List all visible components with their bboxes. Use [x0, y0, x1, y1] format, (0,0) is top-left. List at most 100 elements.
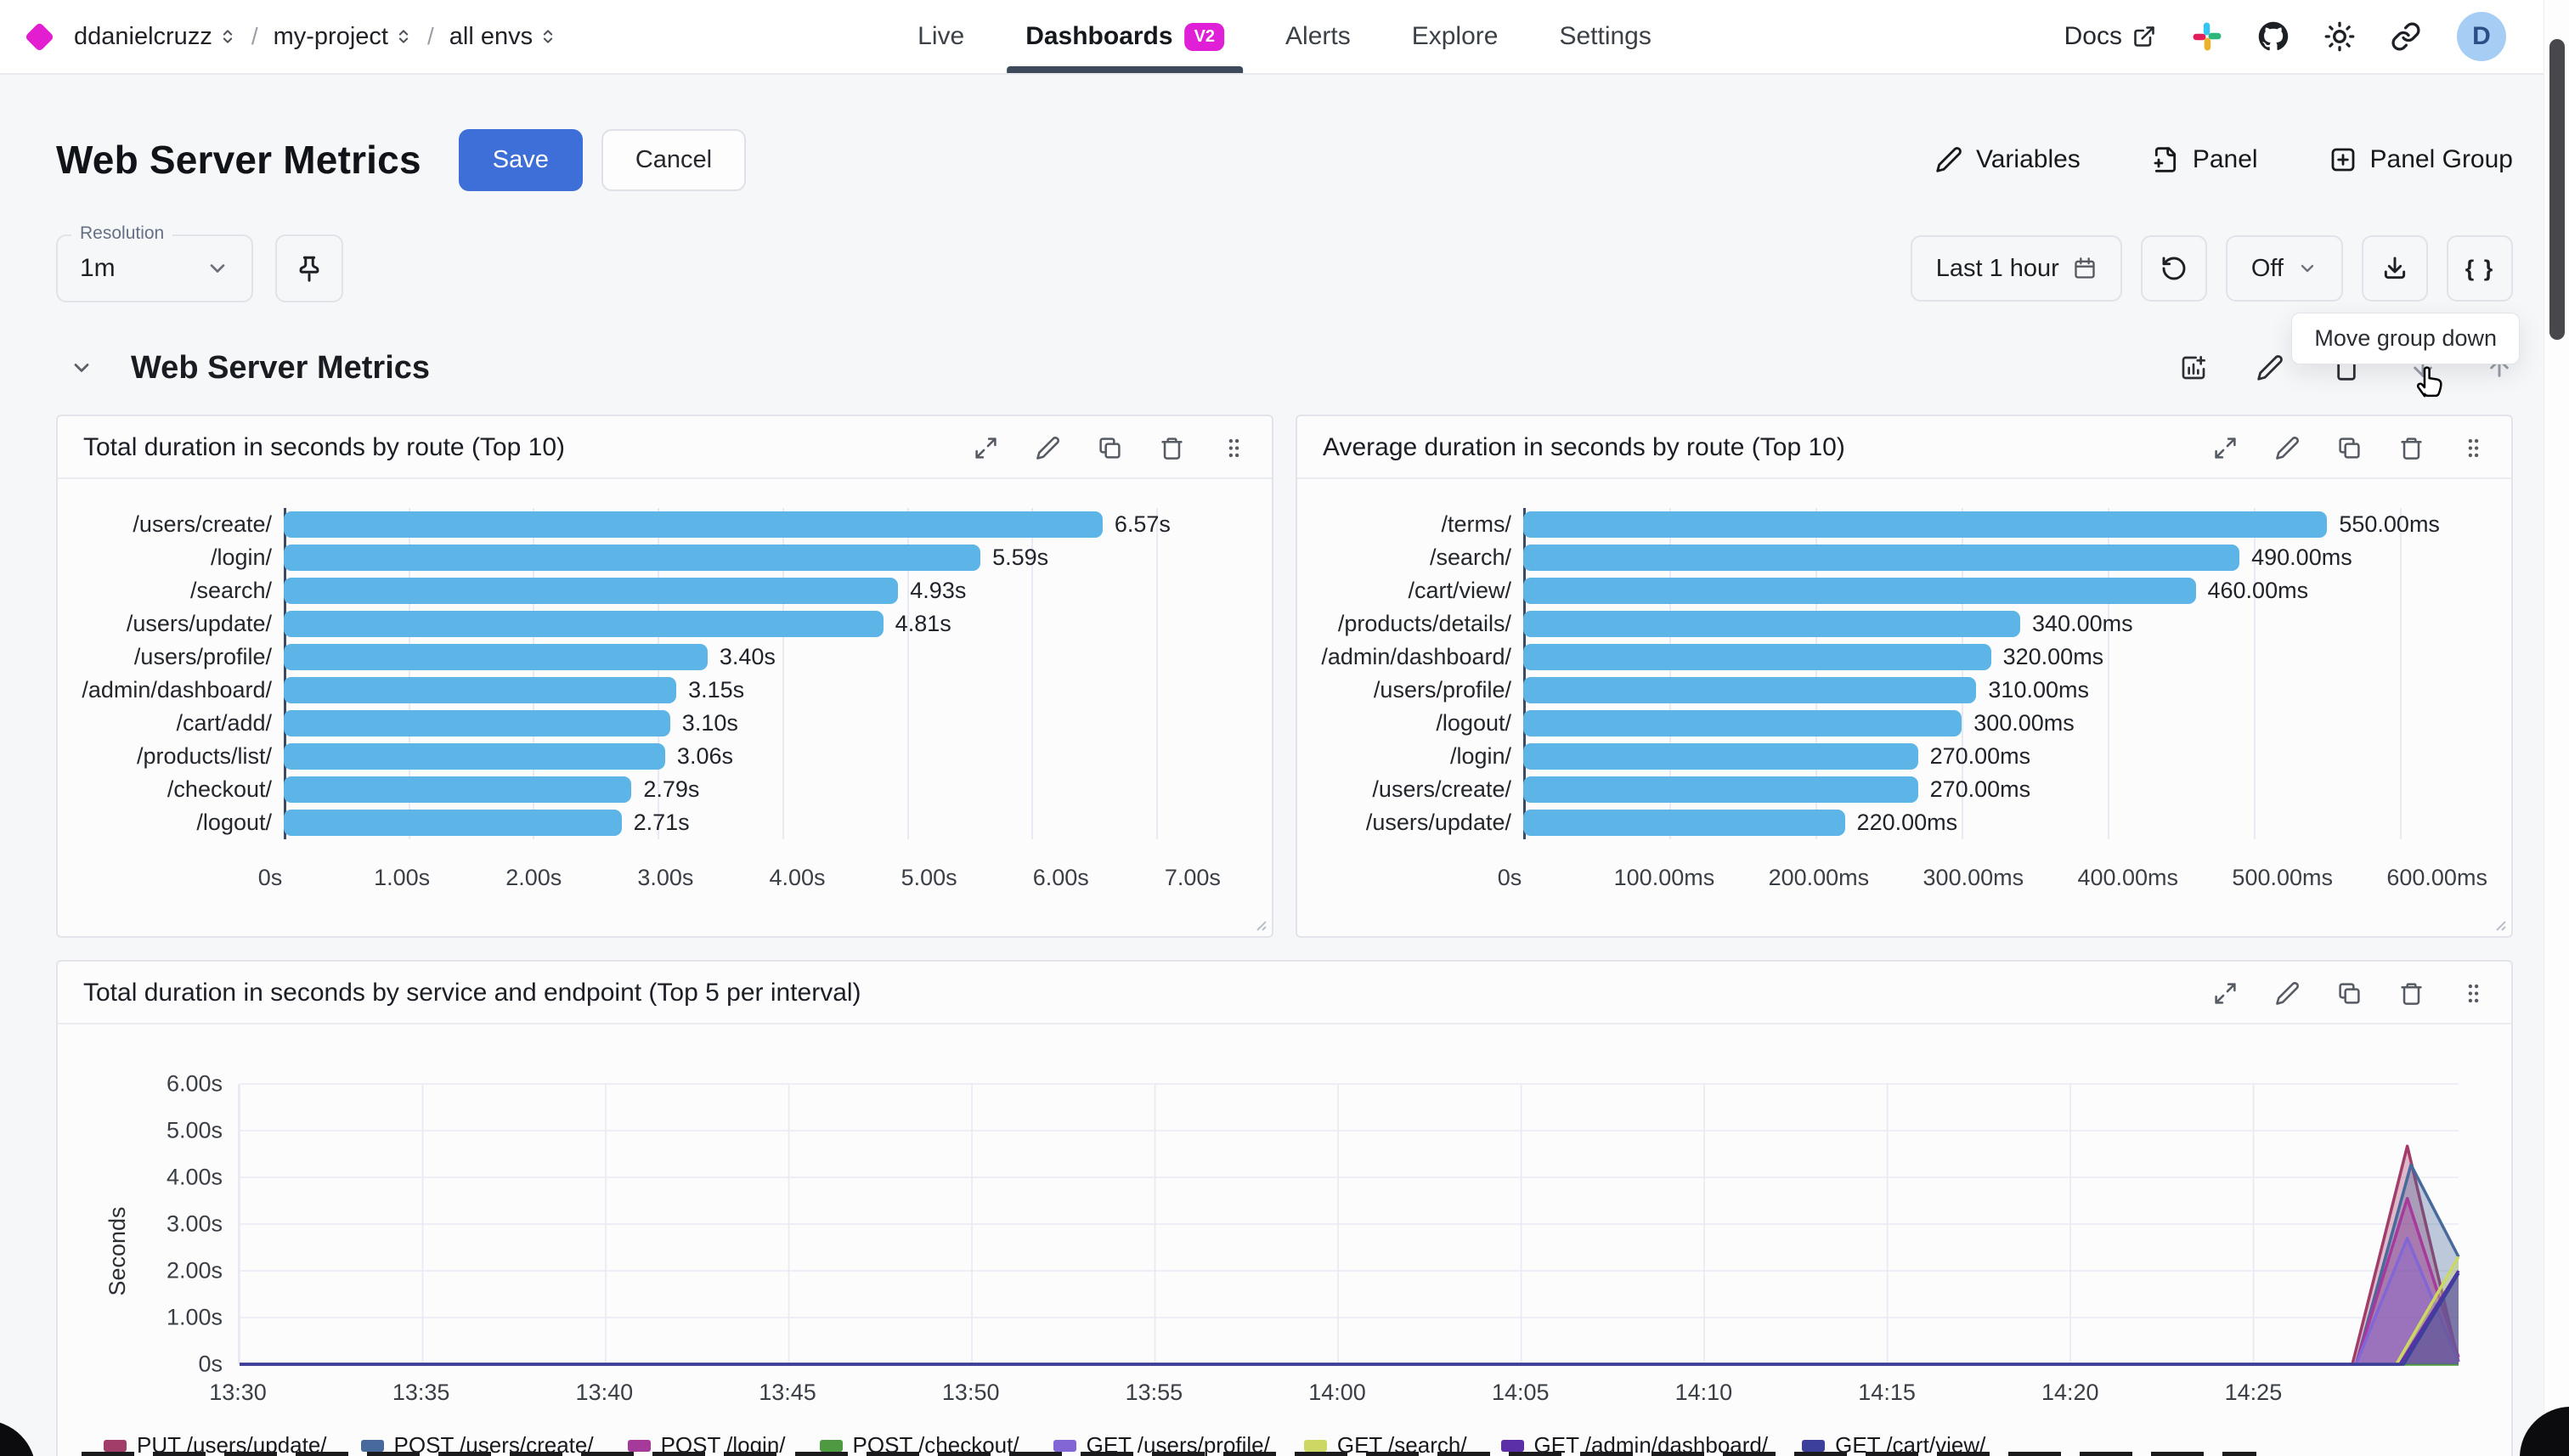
bar[interactable] — [1523, 677, 1977, 703]
tab-settings[interactable]: Settings — [1559, 22, 1652, 50]
tab-explore[interactable]: Explore — [1411, 22, 1499, 50]
series-area[interactable] — [240, 1165, 2459, 1364]
add-chart-icon[interactable] — [2180, 354, 2207, 381]
tab-live[interactable]: Live — [918, 22, 965, 50]
series-line[interactable] — [240, 1197, 2460, 1366]
gridline — [658, 508, 660, 839]
slack-icon[interactable] — [2192, 21, 2222, 52]
bar-value-label: 4.81s — [895, 611, 951, 636]
tab-dashboards[interactable]: Dashboards v2 — [1007, 0, 1243, 73]
edit-panel-icon[interactable] — [2275, 981, 2300, 1006]
refresh-button[interactable] — [2140, 235, 2207, 302]
breadcrumb-env-selector[interactable]: all envs — [449, 23, 556, 51]
series-line[interactable] — [240, 1144, 2460, 1366]
series-area[interactable] — [240, 1256, 2459, 1365]
edit-panel-icon[interactable] — [2275, 436, 2300, 460]
y-tick-label: 2.00s — [166, 1257, 223, 1284]
variables-button[interactable]: Variables — [1935, 145, 2081, 174]
cancel-button[interactable]: Cancel — [601, 128, 747, 191]
chevron-down-icon — [2301, 264, 2314, 273]
bar[interactable] — [284, 578, 899, 604]
user-avatar[interactable]: D — [2457, 12, 2506, 61]
bar[interactable] — [284, 545, 981, 571]
drag-handle-icon[interactable] — [2461, 981, 2486, 1006]
series-line[interactable] — [240, 1256, 2460, 1366]
bar[interactable] — [284, 743, 665, 770]
duplicate-panel-icon[interactable] — [1098, 436, 1122, 460]
resolution-select[interactable]: Resolution 1m — [56, 223, 253, 302]
tab-alerts[interactable]: Alerts — [1285, 22, 1351, 50]
download-button[interactable] — [2362, 235, 2428, 302]
page-scrollbar-thumb[interactable] — [2549, 39, 2565, 340]
primary-nav-tabs: Live Dashboards v2 Alerts Explore Settin… — [918, 0, 1652, 73]
time-controls: Last 1 hour Off { } — [1910, 235, 2513, 302]
theme-toggle-sun-icon[interactable] — [2324, 21, 2355, 52]
breadcrumb-org-selector[interactable]: ddanielcruzz — [74, 23, 236, 51]
expand-icon[interactable] — [2213, 436, 2238, 460]
bar[interactable] — [1523, 710, 1962, 736]
delete-panel-icon[interactable] — [2399, 981, 2424, 1006]
drag-handle-icon[interactable] — [2461, 436, 2486, 460]
legend-swatch — [627, 1439, 651, 1452]
json-view-button[interactable]: { } — [2447, 235, 2513, 302]
bar[interactable] — [284, 776, 632, 803]
docs-link[interactable]: Docs — [2064, 22, 2156, 51]
brand-logo-icon[interactable] — [24, 21, 55, 52]
edit-panel-icon[interactable] — [1036, 436, 1060, 460]
bar[interactable] — [284, 611, 884, 637]
time-range-picker[interactable]: Last 1 hour — [1910, 235, 2122, 302]
bar[interactable] — [1523, 810, 1845, 836]
bar-category-label: /search/ — [1429, 545, 1511, 570]
gridline — [2254, 508, 2256, 839]
series-line[interactable] — [240, 1236, 2460, 1366]
duplicate-panel-icon[interactable] — [2337, 436, 2362, 460]
auto-refresh-select[interactable]: Off — [2225, 235, 2343, 302]
edit-group-icon[interactable] — [2256, 354, 2284, 381]
github-icon[interactable] — [2258, 21, 2289, 52]
bar-value-label: 4.93s — [910, 578, 967, 603]
pin-button[interactable] — [275, 234, 343, 302]
share-link-icon[interactable] — [2391, 21, 2421, 52]
save-button[interactable]: Save — [458, 128, 583, 191]
timeseries-x-axis: 13:30 13:35 13:40 13:45 13:50 13:55 14:00 14:05… — [209, 1373, 2459, 1419]
resize-handle-icon[interactable] — [2489, 914, 2506, 931]
bar[interactable] — [284, 677, 677, 703]
expand-icon[interactable] — [2213, 981, 2238, 1006]
resize-handle-icon[interactable] — [1250, 914, 1267, 931]
collapse-chevron-icon[interactable] — [70, 356, 93, 380]
expand-icon[interactable] — [974, 436, 998, 460]
bar-chart-total-duration: /users/create/ /login/ /search/ /users/upda… — [58, 479, 1272, 904]
bar[interactable] — [1523, 644, 1991, 670]
bar[interactable] — [284, 511, 1103, 538]
bar[interactable] — [284, 810, 622, 836]
bar[interactable] — [284, 644, 708, 670]
series-area[interactable] — [240, 1198, 2459, 1364]
x-tick-label: 14:15 — [1858, 1380, 1916, 1405]
bar[interactable] — [284, 710, 670, 736]
bar-row: 270.00ms — [1523, 773, 2470, 806]
series-area[interactable] — [240, 1273, 2459, 1364]
delete-panel-icon[interactable] — [2399, 436, 2424, 460]
drag-handle-icon[interactable] — [1222, 436, 1246, 460]
delete-panel-icon[interactable] — [1160, 436, 1184, 460]
bar[interactable] — [1523, 578, 2196, 604]
breadcrumb-project-selector[interactable]: my-project — [274, 23, 412, 51]
bar[interactable] — [1523, 511, 2328, 538]
bar[interactable] — [1523, 776, 1918, 803]
add-panel-button[interactable]: Panel — [2152, 145, 2258, 174]
bar[interactable] — [1523, 545, 2240, 571]
bar[interactable] — [1523, 743, 1918, 770]
external-link-icon — [2134, 26, 2154, 47]
timeseries-plot-area[interactable] — [238, 1083, 2460, 1366]
series-line[interactable] — [240, 1163, 2460, 1366]
series-line[interactable] — [240, 1272, 2460, 1366]
bar-value-label: 5.59s — [992, 545, 1049, 570]
bar-category-label: /login/ — [1449, 743, 1511, 769]
add-panel-group-button[interactable]: Panel Group — [2329, 145, 2513, 174]
bar[interactable] — [1523, 611, 2021, 637]
series-area[interactable] — [240, 1238, 2459, 1365]
duplicate-panel-icon[interactable] — [2337, 981, 2362, 1006]
legend-swatch — [819, 1439, 843, 1452]
x-tick-label: 4.00s — [769, 865, 826, 890]
series-area[interactable] — [240, 1146, 2459, 1364]
